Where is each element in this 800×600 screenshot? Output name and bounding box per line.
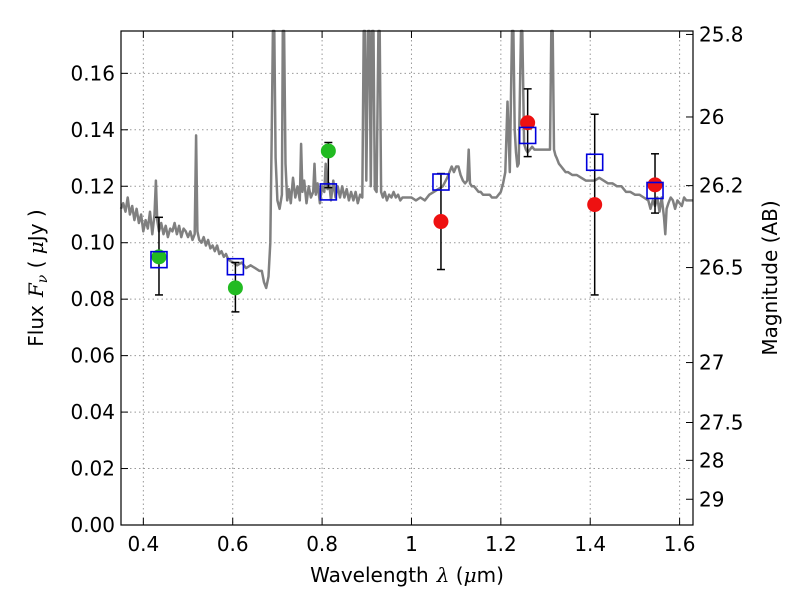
- y2-tick-label: 26.2: [699, 174, 744, 198]
- y2-tick-label: 27: [699, 351, 724, 375]
- y-tick-label: 0.12: [70, 174, 115, 198]
- y-axis-label-unit-mu: μ: [24, 241, 48, 254]
- y2-tick-label: 29: [699, 487, 724, 511]
- y-axis-label-symbol: F: [24, 282, 48, 298]
- data-points: [150, 115, 664, 296]
- model-flux-square: [226, 257, 245, 276]
- y2-tick-label: 26: [699, 105, 724, 129]
- plot-frame: [120, 30, 694, 526]
- observed-flux-point: [587, 197, 603, 213]
- observed-flux-point: [320, 143, 336, 159]
- y-tick-label: 0.14: [70, 118, 115, 142]
- y2-tick-label: 26.5: [699, 256, 744, 280]
- x-axis-label-unit-open: (: [449, 563, 463, 587]
- x-tick-label: 1.6: [664, 532, 696, 556]
- x-tick-label: 0.4: [127, 532, 159, 556]
- y2-tick-label: 27.5: [699, 411, 744, 435]
- x-tick-label: 1.4: [574, 532, 606, 556]
- model-flux-square: [518, 126, 537, 145]
- x-tick-label: 1: [405, 532, 418, 556]
- y-tick-label: 0.08: [70, 287, 115, 311]
- y-axis-label-sub: ν: [35, 274, 51, 283]
- y-tick-label: 0.06: [70, 344, 115, 368]
- x-tick-label: 1.2: [485, 532, 517, 556]
- y-axis-label-text: Flux: [24, 305, 48, 347]
- y2-axis-label: Magnitude (AB): [758, 200, 782, 355]
- observed-flux-point: [227, 280, 243, 296]
- x-axis-label-unit-mu: μ: [464, 563, 477, 587]
- model-flux-square: [150, 250, 168, 269]
- observed-flux-point: [151, 249, 167, 265]
- x-tick-label: 0.8: [306, 532, 338, 556]
- observed-flux-point: [433, 214, 449, 230]
- model-flux-square: [585, 153, 604, 172]
- model-spectrum-line: [119, 29, 693, 290]
- y-tick-label: 0.10: [70, 231, 115, 255]
- y-tick-label: 0.16: [70, 61, 115, 85]
- y-axis-label: Flux Fν ( μJy ): [24, 209, 51, 346]
- y-tick-label: 0.00: [70, 513, 115, 537]
- y-axis-label-unit-close: Jy ): [24, 209, 48, 243]
- model-flux-square: [432, 173, 450, 191]
- model-flux-square: [319, 183, 338, 201]
- grid: [121, 31, 693, 525]
- x-axis-label: Wavelength λ (μm): [310, 563, 504, 587]
- y2-tick-label: 25.8: [699, 22, 744, 46]
- x-axis-label-text: Wavelength: [310, 563, 429, 587]
- y2-tick-label: 28: [699, 448, 724, 472]
- x-axis-label-symbol: λ: [436, 563, 450, 587]
- axis-ticks: 0.4 0.6 0.8 1 1.2 1.4 1.6 0.00 0.02 0.04 0.06 0.08 0…: [70, 22, 743, 556]
- observed-flux-point: [520, 115, 536, 131]
- y-tick-label: 0.04: [70, 400, 115, 424]
- x-axis-label-unit-close: m): [477, 563, 504, 587]
- model-flux-square: [646, 181, 664, 200]
- model-spectrum: [119, 29, 693, 290]
- x-tick-label: 0.6: [217, 532, 249, 556]
- y-axis-label-unit-open: (: [24, 254, 48, 275]
- observed-flux-point: [647, 177, 663, 193]
- y-tick-label: 0.02: [70, 457, 115, 481]
